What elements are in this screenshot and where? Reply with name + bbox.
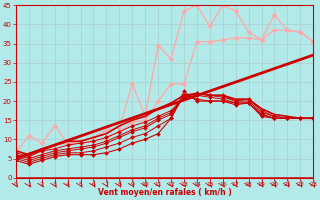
X-axis label: Vent moyen/en rafales ( km/h ): Vent moyen/en rafales ( km/h ) — [98, 188, 231, 197]
